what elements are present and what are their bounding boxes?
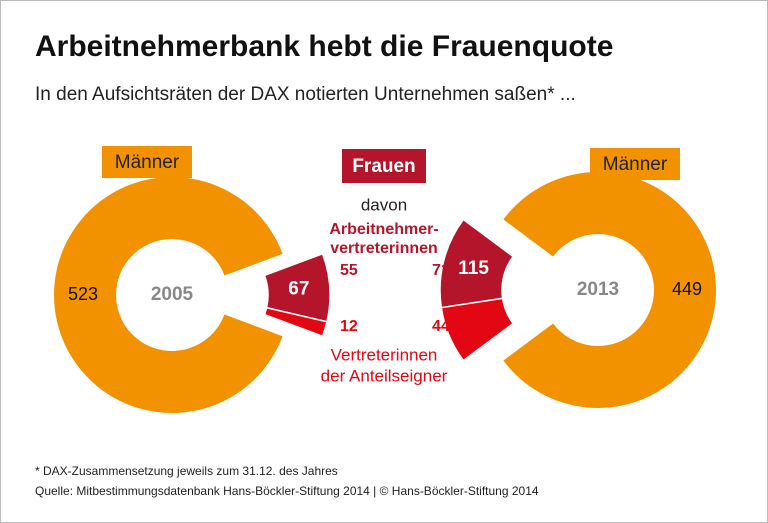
shareholder-reps-label: der Anteilseigner	[321, 366, 448, 385]
men-box	[590, 148, 680, 180]
women-value: 67	[288, 278, 309, 299]
shareholder-reps-label: Vertreterinnen	[331, 345, 438, 364]
employee-reps-label: vertreterinnen	[330, 240, 438, 257]
employee-reps-value: 71	[432, 262, 450, 279]
shareholder-reps-value: 44	[432, 318, 450, 335]
men-value: 449	[672, 279, 702, 299]
shareholder-reps-value: 12	[340, 318, 358, 335]
men-arc	[54, 177, 283, 413]
men-box	[102, 146, 192, 178]
men-label: Männer	[115, 152, 180, 173]
center-label: 2013	[577, 279, 619, 300]
source: Quelle: Mitbestimmungsdatenbank Hans-Böc…	[35, 484, 539, 498]
of-which: davon	[361, 195, 407, 214]
employee-reps-value: 55	[340, 262, 358, 279]
chart-subtitle: In den Aufsichtsräten der DAX notierten …	[35, 84, 576, 105]
chart-title: Arbeitnehmerbank hebt die Frauenquote	[35, 30, 613, 63]
women-box	[342, 149, 426, 183]
men-value: 523	[68, 284, 98, 304]
men-label: Männer	[603, 154, 668, 175]
employee-reps-arc	[439, 218, 515, 309]
women-value: 115	[458, 258, 489, 279]
shareholder-reps-arc	[440, 297, 515, 362]
employee-reps-label: Arbeitnehmer-	[329, 221, 438, 238]
shareholder-reps-arc	[263, 306, 328, 338]
men-arc	[503, 171, 717, 408]
women-label: Frauen	[352, 156, 415, 177]
footnote: * DAX-Zusammensetzung jeweils zum 31.12.…	[35, 464, 338, 478]
center-label: 2005	[151, 284, 194, 305]
